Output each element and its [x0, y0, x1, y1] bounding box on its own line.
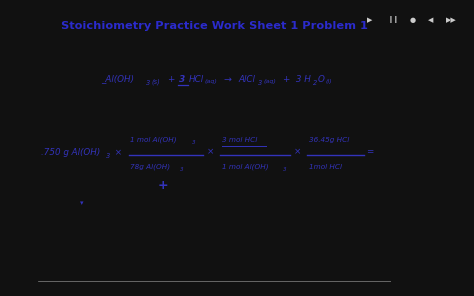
Text: 1mol HCl: 1mol HCl	[309, 164, 342, 170]
Text: O: O	[318, 75, 325, 83]
Text: 3: 3	[106, 153, 110, 159]
Text: (s): (s)	[152, 78, 160, 85]
Text: What quantity of HCl,: What quantity of HCl,	[47, 104, 140, 113]
Text: 36.45g HCl: 36.45g HCl	[309, 137, 349, 143]
Text: (aq): (aq)	[205, 79, 218, 84]
Text: ●: ●	[410, 17, 415, 23]
Text: +  3 H: + 3 H	[283, 75, 311, 83]
Text: _Al(OH): _Al(OH)	[101, 75, 135, 83]
Text: ×: ×	[112, 147, 122, 157]
Text: ▶▶: ▶▶	[447, 17, 457, 23]
Text: Stoichiometry Practice Work Sheet 1 Problem 1: Stoichiometry Practice Work Sheet 1 Prob…	[61, 21, 368, 31]
Text: ❙❙: ❙❙	[388, 17, 400, 23]
Text: excess acid.: excess acid.	[47, 58, 98, 67]
Text: +: +	[158, 178, 169, 192]
Text: , can a tablet with: , can a tablet with	[164, 104, 243, 113]
Text: ×: ×	[294, 147, 301, 157]
Text: 3 mol HCl: 3 mol HCl	[221, 137, 257, 143]
Text: 78g Al(OH): 78g Al(OH)	[130, 164, 171, 170]
Text: 3: 3	[179, 75, 185, 83]
Text: 3: 3	[283, 168, 286, 172]
Text: 3: 3	[257, 80, 262, 86]
Text: consume?  What quantity of water is produced?: consume? What quantity of water is produ…	[47, 121, 248, 130]
Text: ▶: ▶	[366, 17, 372, 23]
Text: Several brands of antacid tablets use aluminum hydroxide to neutralize: Several brands of antacid tablets use al…	[47, 43, 349, 52]
Text: 3: 3	[146, 80, 150, 86]
Text: 3: 3	[191, 140, 195, 145]
Text: 3: 3	[180, 168, 183, 172]
Text: AlCl: AlCl	[238, 75, 255, 83]
Text: 1 mol Al(OH): 1 mol Al(OH)	[130, 136, 177, 143]
Text: +: +	[167, 75, 174, 83]
Text: 0.750 g of Al(OH)₃: 0.750 g of Al(OH)₃	[232, 104, 309, 113]
Text: ×: ×	[206, 147, 214, 157]
Text: HCl: HCl	[189, 75, 204, 83]
Text: (aq): (aq)	[263, 79, 276, 84]
Text: ◀: ◀	[428, 17, 434, 23]
Text: (l): (l)	[326, 79, 332, 84]
Text: →: →	[223, 75, 231, 83]
Text: .750 g Al(OH): .750 g Al(OH)	[41, 147, 100, 157]
Text: in grams: in grams	[127, 104, 164, 113]
Text: ▾: ▾	[80, 200, 84, 206]
Text: =: =	[366, 147, 374, 157]
Text: 1 mol Al(OH): 1 mol Al(OH)	[221, 164, 268, 170]
Text: 2: 2	[313, 80, 317, 86]
